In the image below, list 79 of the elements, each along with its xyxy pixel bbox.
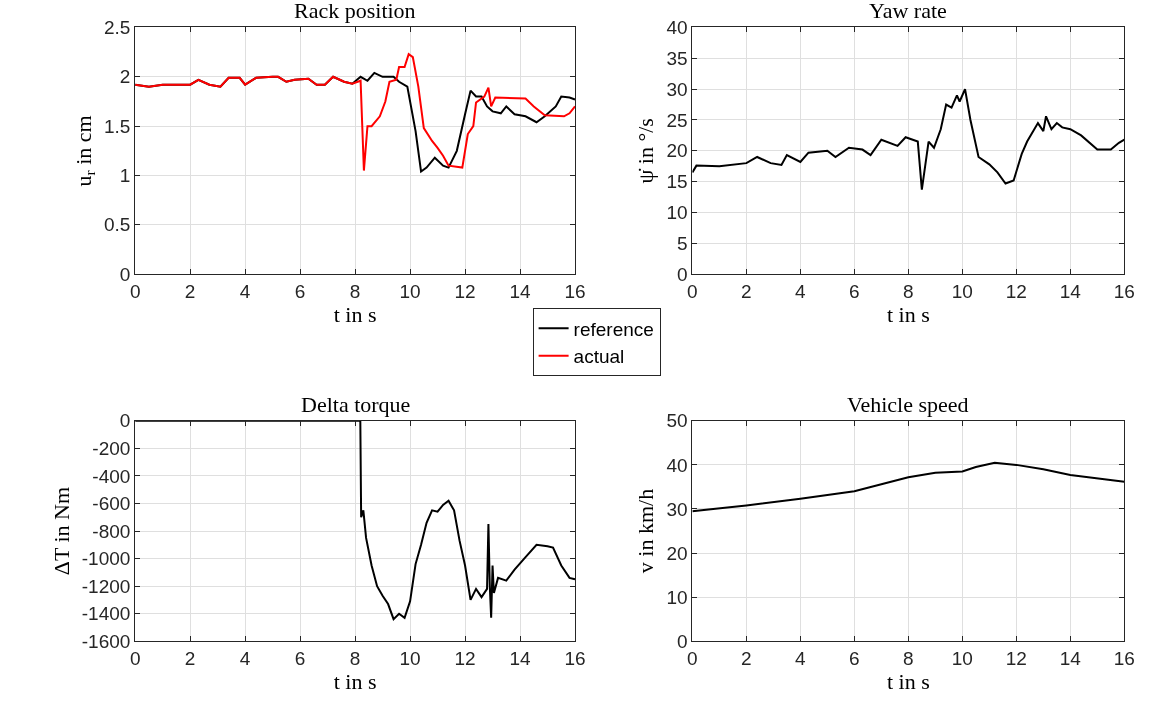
legend-label: reference [573, 318, 654, 340]
y-tick-label: -1000 [81, 548, 131, 570]
x-tick-label: 16 [1113, 280, 1135, 302]
x-tick-label: 12 [1005, 648, 1027, 670]
y-tick-label: 0 [676, 630, 688, 652]
y-tick-label: -400 [92, 465, 131, 487]
x-axis-title: t in s [886, 301, 930, 327]
x-tick-label: 8 [903, 280, 914, 302]
x-tick-label: 4 [239, 648, 251, 670]
y-tick-label: -200 [92, 438, 131, 460]
x-tick-label: 6 [849, 280, 860, 302]
x-tick-label: 14 [509, 648, 532, 670]
chart-title: Vehicle speed [847, 392, 969, 417]
x-tick-label: 2 [184, 648, 196, 670]
y-tick-label: 40 [666, 454, 688, 476]
y-tick-label: -1200 [81, 575, 131, 597]
y-tick-label: 25 [666, 109, 688, 131]
x-axis-title: t in s [333, 301, 377, 327]
y-axis-title: v in km/h [633, 488, 659, 574]
x-tick-label: 4 [239, 280, 251, 302]
x-tick-label: 6 [294, 280, 306, 302]
y-tick-label: 1.5 [103, 115, 131, 137]
y-tick-label: -1400 [81, 603, 131, 625]
x-tick-label: 12 [454, 280, 476, 302]
y-tick-label: 30 [666, 78, 688, 100]
legend-label: actual [573, 346, 625, 368]
y-tick-label: 1 [119, 165, 131, 187]
y-tick-label: 0 [119, 410, 131, 432]
y-tick-label: 40 [666, 17, 688, 39]
y-tick-label: 0 [676, 263, 688, 285]
x-tick-label: 10 [399, 648, 421, 670]
x-tick-label: 16 [564, 280, 586, 302]
x-tick-label: 2 [184, 280, 196, 302]
x-tick-label: 8 [903, 648, 914, 670]
x-tick-label: 14 [1059, 648, 1082, 670]
y-tick-label: 2 [119, 66, 131, 88]
x-tick-label: 10 [399, 280, 421, 302]
y-tick-label: 0.5 [103, 214, 131, 236]
x-tick-label: 10 [951, 280, 973, 302]
y-tick-label: 10 [666, 586, 688, 608]
x-axis-title: t in s [333, 669, 377, 695]
line-series [135, 420, 576, 621]
x-tick-label: 4 [795, 280, 807, 302]
y-tick-label: 20 [666, 542, 688, 564]
x-tick-label: 14 [1059, 280, 1082, 302]
x-tick-label: 14 [509, 280, 532, 302]
x-tick-label: 8 [349, 648, 361, 670]
y-tick-label: -600 [92, 493, 131, 515]
line-series [135, 53, 576, 172]
y-tick-label: 30 [666, 498, 688, 520]
x-tick-label: 16 [564, 648, 586, 670]
y-tick-label: 35 [666, 47, 688, 69]
line-series [692, 461, 1125, 513]
y-tick-label: 5 [676, 232, 688, 254]
y-tick-label: 20 [666, 140, 688, 162]
x-tick-label: 12 [454, 648, 476, 670]
y-tick-label: -800 [92, 520, 131, 542]
y-tick-label: 10 [666, 202, 688, 224]
x-tick-label: 12 [1005, 280, 1027, 302]
chart-title: Rack position [294, 0, 416, 23]
x-tick-label: 6 [294, 648, 306, 670]
x-tick-label: 2 [741, 280, 752, 302]
y-tick-label: 2.5 [103, 17, 131, 39]
chart-title: Delta torque [301, 392, 411, 417]
x-tick-label: 2 [741, 648, 752, 670]
chart-title: Yaw rate [869, 0, 947, 23]
x-tick-label: 8 [349, 280, 361, 302]
y-tick-label: 0 [119, 263, 131, 285]
y-tick-label: 50 [666, 410, 688, 432]
x-tick-label: 16 [1113, 648, 1135, 670]
x-tick-label: 4 [795, 648, 807, 670]
x-tick-label: 6 [849, 648, 860, 670]
y-axis-title: ψ̇ in °/s [633, 118, 659, 184]
y-tick-label: 15 [666, 171, 688, 193]
y-tick-label: -1600 [81, 630, 131, 652]
x-axis-title: t in s [886, 669, 930, 695]
y-axis-title: ΔT in Nm [48, 486, 74, 576]
x-tick-label: 10 [951, 648, 973, 670]
line-series [692, 88, 1125, 191]
